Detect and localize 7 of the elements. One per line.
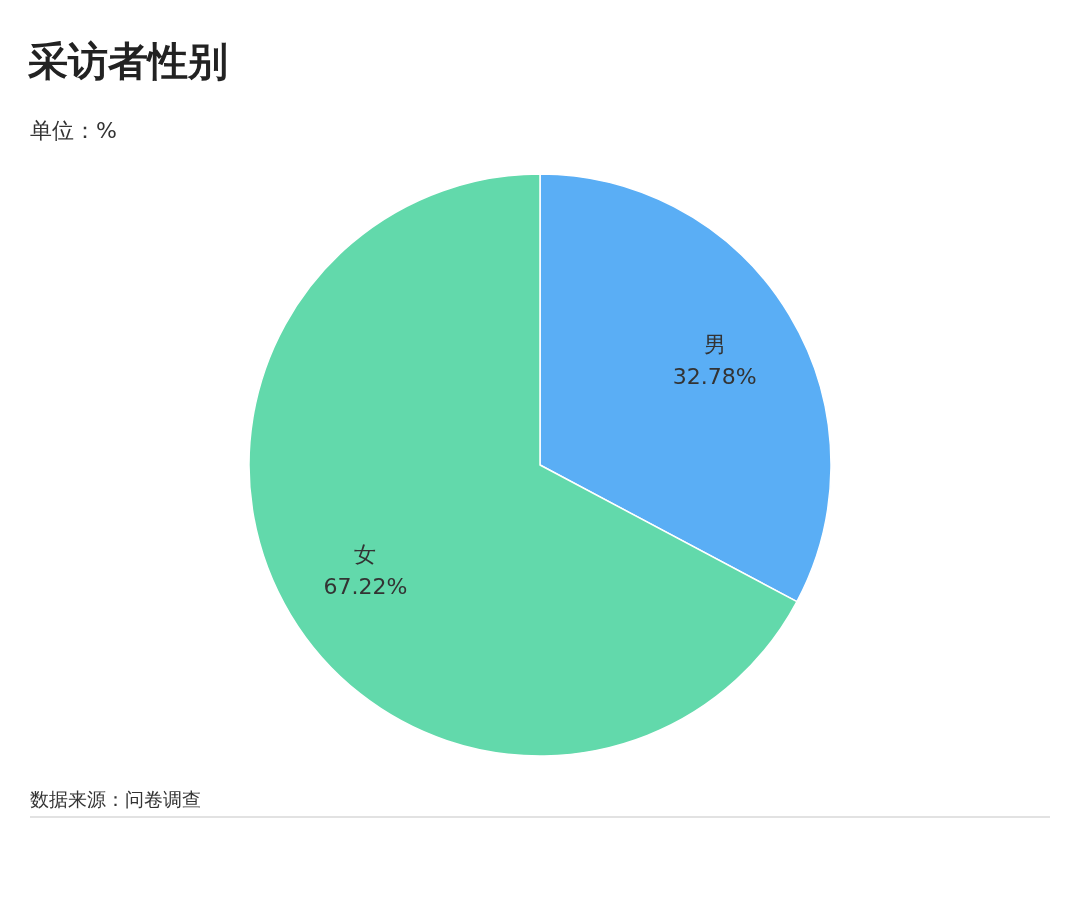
chart-subtitle: 单位：% — [30, 118, 117, 143]
slice-label: 男 — [703, 332, 726, 358]
data-label: 67.22% — [323, 573, 408, 599]
slice-label: 女 — [354, 541, 377, 567]
data-label: 32.78% — [672, 364, 757, 390]
source-note: 数据来源：问卷调查 — [30, 788, 201, 810]
chart-title: 采访者性别 — [27, 38, 228, 84]
